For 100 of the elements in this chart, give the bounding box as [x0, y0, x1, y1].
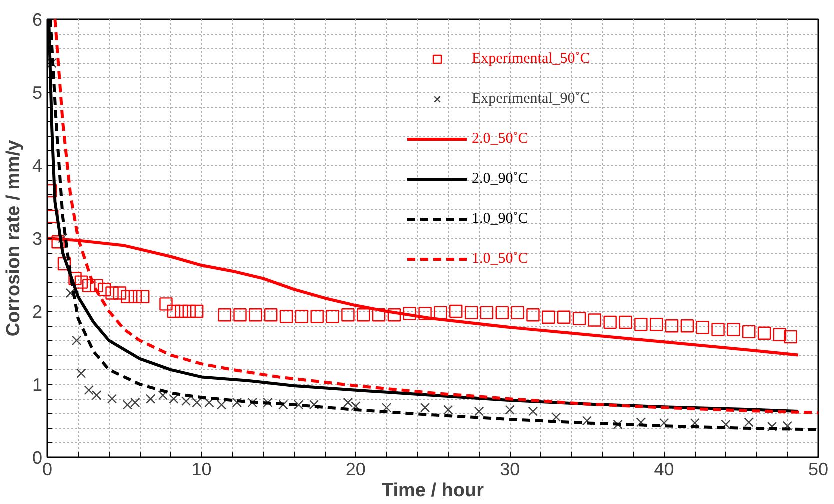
point	[72, 336, 82, 346]
point	[552, 412, 562, 422]
point	[388, 308, 402, 322]
point	[480, 306, 494, 320]
x-axis-title: Time / hour	[382, 480, 485, 502]
point	[216, 400, 227, 410]
point	[712, 323, 725, 336]
point	[744, 418, 754, 428]
point	[82, 279, 96, 293]
point	[248, 398, 258, 408]
point	[784, 330, 798, 344]
y-tick-label: 2	[32, 302, 43, 322]
point	[557, 310, 571, 324]
point	[742, 325, 756, 339]
point	[634, 318, 648, 332]
point	[382, 403, 392, 413]
point	[572, 312, 586, 326]
point	[136, 290, 150, 304]
point	[528, 406, 538, 416]
legend-label: Experimental_90˚C	[472, 90, 590, 108]
point	[218, 308, 232, 322]
point	[773, 328, 787, 342]
point	[58, 257, 72, 271]
legend-label: 2.0_90˚C	[472, 170, 528, 188]
point	[619, 316, 632, 330]
point	[169, 394, 179, 404]
point	[474, 406, 484, 416]
point	[264, 308, 278, 322]
point	[690, 418, 700, 428]
legend-label: 1.0_50˚C	[472, 250, 528, 268]
point	[128, 290, 142, 304]
x-tick-label: 30	[500, 460, 520, 480]
point	[113, 286, 127, 300]
point	[175, 304, 188, 318]
point	[84, 385, 94, 396]
y-tick-label: 1	[32, 375, 43, 395]
point	[665, 320, 679, 333]
point	[204, 398, 214, 408]
point	[680, 320, 694, 333]
point	[526, 308, 540, 322]
point	[121, 290, 134, 304]
point	[542, 310, 556, 324]
point	[167, 304, 181, 318]
point	[582, 416, 592, 426]
x-tick-label: 10	[192, 460, 212, 480]
point	[232, 398, 242, 408]
point	[450, 304, 463, 318]
point	[160, 298, 173, 311]
point	[90, 279, 104, 293]
point	[294, 400, 304, 410]
point	[92, 390, 102, 400]
point	[372, 308, 386, 322]
point	[357, 308, 370, 322]
point	[418, 307, 432, 320]
point	[309, 400, 320, 410]
point	[249, 308, 262, 322]
point	[263, 398, 273, 408]
point	[146, 394, 156, 404]
point	[326, 310, 340, 324]
point	[613, 420, 623, 430]
point	[342, 308, 355, 322]
point	[650, 318, 664, 332]
point	[420, 403, 430, 413]
point	[310, 310, 324, 324]
point	[278, 400, 288, 410]
point	[182, 304, 196, 318]
point	[588, 314, 602, 327]
legend-label: Experimental_50˚C	[472, 50, 590, 68]
y-tick-label: 6	[32, 10, 43, 30]
point	[511, 306, 524, 320]
x-tick-label: 40	[654, 460, 674, 480]
point	[190, 304, 204, 318]
point	[280, 310, 294, 324]
point	[727, 323, 740, 336]
y-tick-label: 4	[32, 156, 43, 176]
point	[343, 398, 354, 408]
point	[234, 308, 247, 322]
point	[696, 320, 710, 334]
point	[496, 306, 509, 320]
point	[106, 286, 119, 300]
point	[464, 306, 478, 320]
point	[505, 405, 515, 415]
point	[66, 288, 76, 298]
point	[295, 310, 309, 324]
point	[98, 283, 112, 296]
point	[74, 276, 88, 289]
point	[403, 307, 416, 320]
y-tick-label: 5	[32, 83, 43, 103]
point	[758, 326, 772, 340]
x-tick-label: 20	[346, 460, 366, 480]
point	[52, 236, 65, 249]
point	[444, 405, 454, 415]
point	[351, 402, 361, 412]
point	[107, 394, 118, 404]
x-tick-label: 50	[808, 460, 829, 480]
legend-label: 1.0_90˚C	[472, 210, 528, 228]
point	[767, 422, 778, 432]
point	[68, 272, 82, 286]
point	[434, 306, 448, 320]
y-axis-title: Corrosion rate / mm/y	[3, 140, 24, 337]
